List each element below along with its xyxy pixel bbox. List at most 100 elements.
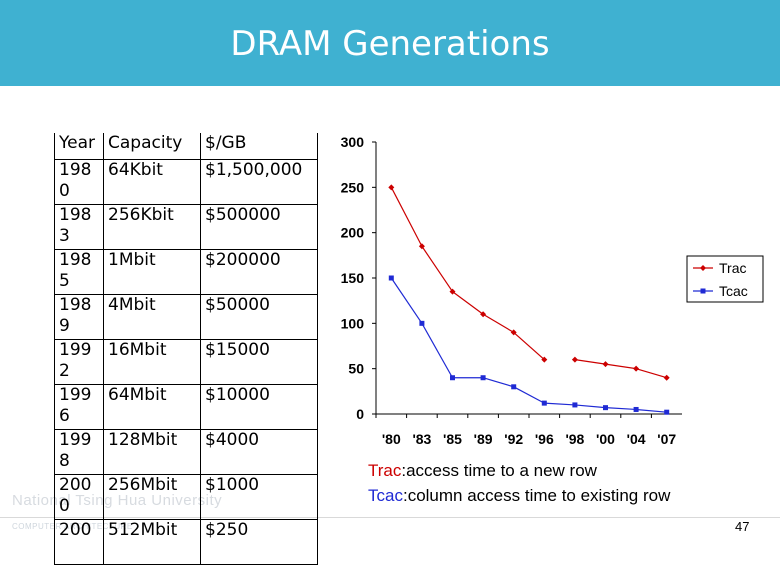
y-tick-label: 250 [341, 179, 365, 195]
legend-marker [700, 288, 706, 294]
table-row: 200 0 256Mbit $1000 [54, 474, 318, 520]
cost-cell: $500000 [200, 204, 318, 250]
year-cell: 199 6 [54, 384, 104, 430]
trac-term: Trac [368, 461, 402, 480]
trac-point [633, 365, 640, 372]
legend-label: Trac [719, 260, 746, 276]
trac-description: :access time to a new row [401, 461, 597, 480]
tcac-point [633, 406, 639, 412]
y-tick-label: 100 [341, 315, 365, 331]
year-cell: 199 8 [54, 429, 104, 475]
tcac-caption: Tcac:column access time to existing row [368, 486, 778, 506]
x-tick-label: '00 [596, 431, 615, 447]
cost-cell: $1000 [200, 474, 318, 520]
table-header-row: Year Capacity $/GB [54, 133, 318, 160]
trac-point [449, 288, 456, 295]
tcac-point [664, 409, 670, 415]
series-line-segment [544, 402, 575, 406]
table-row: 198 3 256Kbit $500000 [54, 204, 318, 250]
chart-series [388, 184, 670, 415]
cost-cell: $50000 [200, 294, 318, 340]
series-line-segment [605, 407, 637, 411]
trac-point [480, 311, 487, 318]
cost-cell: $4000 [200, 429, 318, 475]
dram-table: Year Capacity $/GB 198 0 64Kbit $1,500,0… [54, 133, 318, 565]
tcac-point [450, 375, 455, 381]
series-line-segment [605, 363, 637, 370]
y-tick-label: 300 [341, 134, 365, 150]
footer-divider [0, 517, 780, 518]
trac-caption: Trac:access time to a new row [368, 461, 778, 481]
year-cell: 200 0 [54, 474, 104, 520]
legend-marker [700, 265, 706, 271]
table-row: 199 2 16Mbit $15000 [54, 339, 318, 385]
trac-point [571, 356, 578, 363]
trac-point [418, 243, 425, 250]
legend-box [686, 255, 764, 303]
trac-point [541, 356, 548, 363]
trac-point [388, 184, 395, 191]
trac-point [510, 329, 517, 336]
trac-point [602, 361, 609, 368]
capacity-cell: 128Mbit [103, 429, 201, 475]
series-line-segment [421, 245, 453, 292]
x-tick-label: '85 [443, 431, 462, 447]
chart-legend: Trac Tcac [686, 255, 764, 303]
year-cell: 199 2 [54, 339, 104, 385]
x-tick-label: '96 [535, 431, 554, 447]
series-line-segment [636, 408, 667, 413]
table-row: 198 0 64Kbit $1,500,000 [54, 159, 318, 205]
tcac-point [480, 375, 486, 381]
x-tick-label: '80 [382, 431, 401, 447]
capacity-cell: 4Mbit [103, 294, 201, 340]
tcac-point [572, 402, 578, 408]
series-line-segment [574, 404, 606, 409]
tcac-point [388, 275, 394, 281]
year-cell: 198 0 [54, 159, 104, 205]
table-row: 198 5 1Mbit $200000 [54, 249, 318, 295]
cost-cell: $10000 [200, 384, 318, 430]
capacity-cell: 64Mbit [103, 384, 201, 430]
x-tick-label: '92 [504, 431, 523, 447]
capacity-cell: 64Kbit [103, 159, 201, 205]
y-tick-label: 150 [341, 270, 365, 286]
capacity-cell: 1Mbit [103, 249, 201, 295]
capacity-cell: 256Mbit [103, 474, 201, 520]
cost-cell: $15000 [200, 339, 318, 385]
series-line-segment [635, 368, 667, 379]
y-tick-label: 50 [348, 361, 364, 377]
series-line-segment [390, 187, 423, 247]
tcac-point [541, 400, 547, 406]
tcac-term: Tcac [368, 486, 403, 505]
x-tick-label: '89 [474, 431, 493, 447]
series-line-segment [421, 323, 454, 379]
x-tick-label: '07 [657, 431, 676, 447]
series-line-segment [513, 386, 545, 404]
table-row: 199 6 64Mbit $10000 [54, 384, 318, 430]
page-number: 47 [735, 519, 750, 534]
capacity-cell: 16Mbit [103, 339, 201, 385]
year-cell: 198 3 [54, 204, 104, 250]
cost-cell: $250 [200, 519, 318, 565]
series-line-segment [513, 331, 545, 361]
year-cell: 198 9 [54, 294, 104, 340]
legend-label: Tcac [719, 283, 748, 299]
title-bar [0, 0, 780, 86]
header-capacity: Capacity [103, 133, 201, 160]
x-tick-label: '04 [627, 431, 646, 447]
table-row: 199 8 128Mbit $4000 [54, 429, 318, 475]
series-line-segment [390, 277, 423, 324]
header-year: Year [54, 133, 104, 160]
capacity-cell: 256Kbit [103, 204, 201, 250]
access-time-chart: 0 50 100 150 200 250 300 '80 '83 '85 '89 '92 '96 '98 '… [341, 134, 764, 447]
cost-cell: $200000 [200, 249, 318, 295]
y-tick-label: 0 [356, 406, 364, 422]
series-line-segment [482, 313, 515, 333]
x-tick-label: '83 [412, 431, 431, 447]
cost-cell: $1,500,000 [200, 159, 318, 205]
trac-point [663, 374, 670, 381]
y-tick-label: 200 [341, 225, 365, 241]
tcac-point [603, 405, 608, 411]
table-row: 198 9 4Mbit $50000 [54, 294, 318, 340]
year-cell: 198 5 [54, 249, 104, 295]
